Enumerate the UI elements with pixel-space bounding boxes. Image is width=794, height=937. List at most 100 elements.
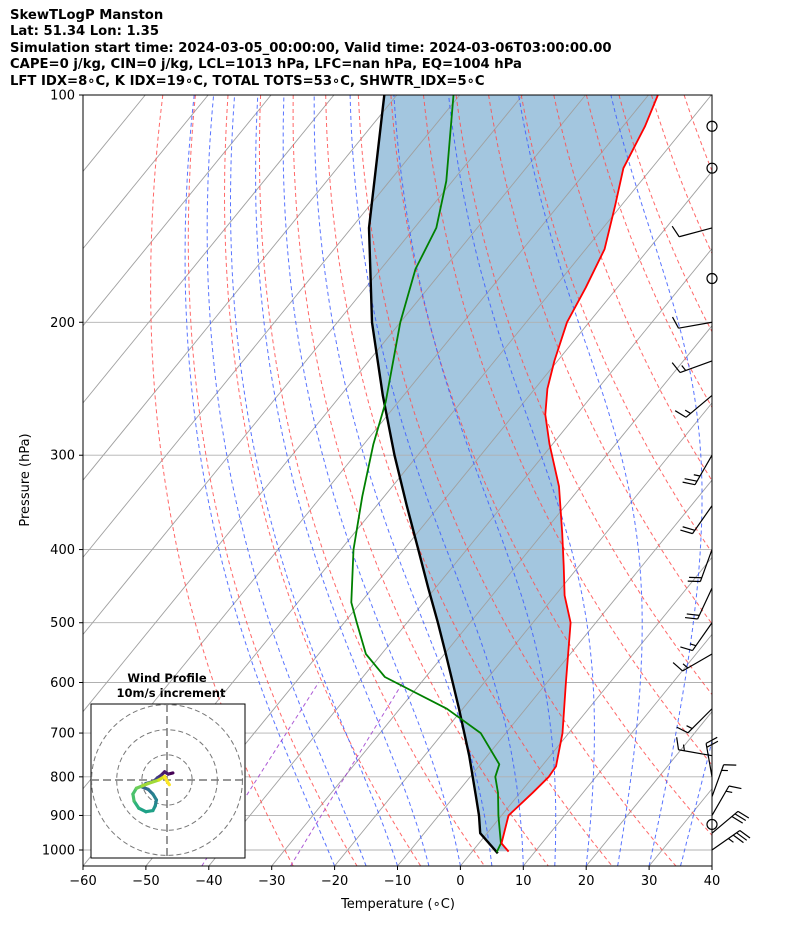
moist-adiabat: [448, 95, 595, 866]
wind-barb-flag: [731, 815, 744, 824]
wind-barb-half-flag: [693, 474, 701, 477]
wind-barb-staff: [697, 587, 713, 620]
moist-adiabat: [610, 95, 703, 866]
wind-barb-staff: [679, 360, 713, 374]
dry-adiabat: [423, 95, 712, 766]
wind-barb-staff: [679, 227, 713, 238]
isotherm-line: [83, 95, 461, 559]
x-tick-label: −30: [258, 874, 285, 889]
chart-title: SkewTLogP Manston: [10, 8, 164, 23]
isotherm-line: [334, 402, 712, 866]
wind-barb-flag: [682, 526, 695, 531]
isotherm-line: [208, 247, 712, 866]
x-tick-label: 20: [578, 874, 595, 889]
wind-barb-half-flag: [689, 643, 697, 647]
wind-barb-flag: [739, 830, 751, 839]
y-tick-label: 300: [50, 449, 75, 464]
wind-barb: [672, 653, 713, 672]
dewpoint-profile-line: [350, 95, 502, 853]
isotherm-line: [585, 710, 712, 866]
y-tick-label: 500: [50, 616, 75, 631]
hodograph: Wind Profile 10m/s increment: [90, 671, 246, 859]
isotherm-line: [775, 95, 794, 866]
x-tick-label: −50: [132, 874, 159, 889]
wind-barb-staff: [694, 454, 713, 485]
wind-barb-half-flag: [725, 790, 733, 794]
x-tick-label: −10: [384, 874, 411, 889]
isotherm-line: [83, 95, 272, 327]
x-tick-label: −60: [69, 874, 96, 889]
x-axis-label: Temperature (∘C): [340, 897, 455, 912]
moist-adiabat: [282, 95, 461, 866]
wind-barb-half-flag: [682, 663, 689, 669]
y-tick-label: 700: [50, 727, 75, 742]
wind-barb: [676, 708, 713, 734]
y-tick-label: 900: [50, 809, 75, 824]
wind-barb-half-flag: [682, 744, 686, 751]
dry-adiabat: [618, 95, 712, 333]
wind-barb: [687, 549, 713, 583]
dry-adiabat: [553, 95, 712, 482]
location-line: Lat: 51.34 Lon: 1.35: [10, 24, 160, 40]
wind-barb-flag: [680, 529, 693, 535]
wind-barb-flag: [734, 813, 747, 822]
wind-barb-staff: [687, 708, 713, 734]
hodograph-subtitle: 10m/s increment: [117, 686, 226, 700]
y-tick-label: 800: [50, 770, 75, 785]
dry-adiabat: [390, 95, 712, 837]
wind-barb-flag: [671, 316, 680, 329]
calm-wind-circle: [706, 120, 718, 132]
dry-adiabat: [520, 95, 712, 554]
wind-barb: [684, 587, 713, 620]
calm-wind-circle: [706, 162, 718, 174]
y-tick-label: 100: [50, 89, 75, 104]
cin-shaded-area: [369, 95, 658, 852]
moist-adiabat: [206, 95, 367, 866]
x-tick-label: 30: [641, 874, 658, 889]
wind-barb: [676, 737, 713, 757]
y-tick-label: 200: [50, 316, 75, 331]
chart-header: SkewTLogP Manston Lat: 51.34 Lon: 1.35 S…: [10, 8, 612, 90]
wind-barb-flag: [676, 726, 689, 734]
wind-barb-flag: [737, 810, 750, 819]
isotherm-line: [522, 633, 712, 866]
dry-adiabat: [717, 95, 794, 866]
wind-barb-staff: [699, 549, 713, 582]
dry-adiabat: [585, 95, 712, 409]
wind-barb: [682, 454, 713, 486]
isotherm-line: [711, 865, 712, 866]
hodograph-plot: [91, 704, 245, 858]
wind-barb-flag: [705, 736, 718, 744]
isotherm-line: [0, 95, 82, 866]
y-tick-label: 400: [50, 543, 75, 558]
x-tick-label: 40: [704, 874, 721, 889]
hodograph-trace-segment: [146, 778, 161, 786]
wind-barb-staff: [678, 321, 713, 329]
moist-adiabat: [393, 95, 557, 866]
profiles: [350, 95, 659, 855]
wind-barb: [674, 394, 713, 418]
dry-adiabat: [488, 95, 712, 625]
wind-barb: [711, 810, 750, 834]
y-axis-label: Pressure (hPa): [18, 433, 33, 526]
dry-adiabat: [223, 95, 422, 866]
dry-adiabat: [782, 95, 794, 866]
mixing-ratio-line: [290, 682, 404, 866]
wind-barb: [711, 764, 737, 797]
wind-barb-flag: [671, 225, 680, 238]
wind-barb-half-flag: [681, 365, 687, 371]
wind-barb-flag: [676, 737, 680, 750]
wind-barb-flag: [682, 481, 696, 486]
isotherm-line: [460, 556, 712, 866]
moist-adiabat: [313, 95, 493, 866]
wind-barb-flag: [684, 478, 698, 482]
wind-barb: [680, 622, 713, 652]
wind-barb: [680, 505, 713, 535]
isotherm-line: [83, 95, 398, 481]
wind-barb-staff: [692, 505, 713, 534]
wind-barb-flag: [728, 785, 742, 790]
isotherm-line: [83, 95, 335, 404]
wind-barb: [705, 736, 719, 777]
